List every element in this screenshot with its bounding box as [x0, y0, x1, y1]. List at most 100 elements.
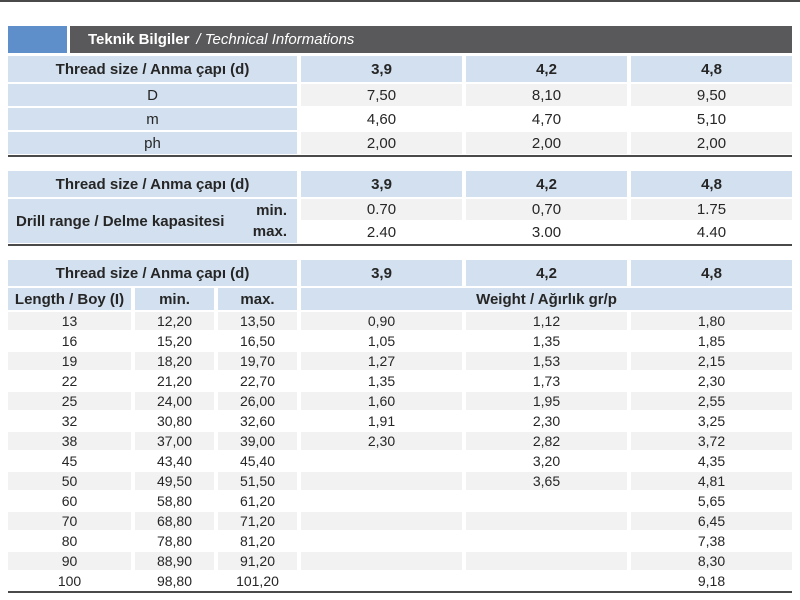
table-row: 100 98,80 101,20 9,18 [8, 572, 792, 590]
weight-4-2-cell: 2,82 [466, 432, 627, 450]
table-row: 22 21,20 22,70 1,35 1,73 2,30 [8, 372, 792, 390]
weight-4-8-cell: 9,18 [631, 572, 792, 590]
drill-range-label: Drill range / Delme kapasitesi [16, 212, 225, 230]
value-3-9-cell: 7,50 [301, 84, 462, 106]
length-cell: 90 [8, 552, 131, 570]
table-row: D 7,50 8,10 9,50 [8, 84, 792, 106]
weight-3-9-cell [301, 532, 462, 550]
dimension-label-cell: D [8, 84, 297, 106]
weight-column-header: Weight / Ağırlık gr/p [301, 288, 792, 310]
top-border-line [0, 0, 800, 2]
max-cell: 71,20 [218, 512, 297, 530]
weight-4-8-cell: 4,81 [631, 472, 792, 490]
max-cell: 61,20 [218, 492, 297, 510]
weight-4-2-cell: 3,65 [466, 472, 627, 490]
min-max-labels: min. max. [253, 200, 287, 242]
weight-4-2-cell: 1,95 [466, 392, 627, 410]
weight-4-8-cell: 4,35 [631, 452, 792, 470]
value-3-9-cell: 4,60 [301, 108, 462, 130]
weight-4-2-cell: 1,73 [466, 372, 627, 390]
min-cell: 58,80 [135, 492, 214, 510]
size-column-4-2: 4,2 [466, 171, 627, 197]
weight-4-8-cell: 2,15 [631, 352, 792, 370]
max-cell: 16,50 [218, 332, 297, 350]
dimensions-table-body: D 7,50 8,10 9,50 m 4,60 4,70 5,10 ph 2,00 2,00 2,00 [8, 84, 792, 154]
weight-3-9-cell: 1,05 [301, 332, 462, 350]
length-cell: 19 [8, 352, 131, 370]
min-label: min. [256, 202, 287, 219]
size-column-4-2: 4,2 [466, 260, 627, 286]
weight-3-9-cell: 2,30 [301, 432, 462, 450]
page-header: Teknik Bilgiler / Technical Informations [0, 26, 800, 53]
weight-3-9-cell: 0,90 [301, 312, 462, 330]
table-row: 60 58,80 61,20 5,65 [8, 492, 792, 510]
value-4-8-cell: 5,10 [631, 108, 792, 130]
max-cell: 19,70 [218, 352, 297, 370]
thread-size-header: Thread size / Anma çapı (d) [8, 260, 297, 286]
length-cell: 25 [8, 392, 131, 410]
value-4-8-cell: 9,50 [631, 84, 792, 106]
drill-min-3-9: 0.70 [301, 199, 462, 220]
value-4-2-cell: 4,70 [466, 108, 627, 130]
weight-4-2-cell: 1,35 [466, 332, 627, 350]
max-cell: 51,50 [218, 472, 297, 490]
length-cell: 16 [8, 332, 131, 350]
min-cell: 30,80 [135, 412, 214, 430]
weight-4-8-cell: 1,80 [631, 312, 792, 330]
max-column-header: max. [218, 288, 297, 310]
length-weight-header-row-1: Thread size / Anma çapı (d) 3,9 4,2 4,8 [8, 260, 792, 286]
min-cell: 21,20 [135, 372, 214, 390]
length-cell: 50 [8, 472, 131, 490]
dimension-label-cell: m [8, 108, 297, 130]
size-column-3-9: 3,9 [301, 260, 462, 286]
value-4-2-cell: 8,10 [466, 84, 627, 106]
page-subtitle: / Technical Informations [196, 31, 355, 48]
length-weight-table: Thread size / Anma çapı (d) 3,9 4,2 4,8 … [8, 260, 792, 593]
table-row: 45 43,40 45,40 3,20 4,35 [8, 452, 792, 470]
max-cell: 81,20 [218, 532, 297, 550]
dimension-label-cell: ph [8, 132, 297, 154]
min-cell: 18,20 [135, 352, 214, 370]
table-row: 70 68,80 71,20 6,45 [8, 512, 792, 530]
weight-4-8-cell: 3,72 [631, 432, 792, 450]
accent-square [8, 26, 67, 53]
drill-min-4-2: 0,70 [466, 199, 627, 220]
min-cell: 68,80 [135, 512, 214, 530]
drill-max-4-2: 3.00 [531, 224, 562, 241]
table-row: 50 49,50 51,50 3,65 4,81 [8, 472, 792, 490]
dimensions-table: Thread size / Anma çapı (d) 3,9 4,2 4,8 … [8, 56, 792, 157]
length-cell: 38 [8, 432, 131, 450]
max-cell: 101,20 [218, 572, 297, 590]
weight-4-8-cell: 2,55 [631, 392, 792, 410]
table-row: m 4,60 4,70 5,10 [8, 108, 792, 130]
title-bar: Teknik Bilgiler / Technical Informations [70, 26, 792, 53]
dimensions-header-row: Thread size / Anma çapı (d) 3,9 4,2 4,8 [8, 56, 792, 82]
length-cell: 22 [8, 372, 131, 390]
min-cell: 15,20 [135, 332, 214, 350]
weight-4-2-cell: 2,30 [466, 412, 627, 430]
weight-3-9-cell: 1,27 [301, 352, 462, 370]
size-column-3-9: 3,9 [301, 171, 462, 197]
min-cell: 98,80 [135, 572, 214, 590]
min-cell: 12,20 [135, 312, 214, 330]
weight-3-9-cell: 1,35 [301, 372, 462, 390]
weight-4-8-cell: 3,25 [631, 412, 792, 430]
size-column-4-8: 4,8 [631, 171, 792, 197]
max-cell: 13,50 [218, 312, 297, 330]
length-cell: 32 [8, 412, 131, 430]
weight-4-2-cell [466, 532, 627, 550]
length-cell: 70 [8, 512, 131, 530]
table-row: 38 37,00 39,00 2,30 2,82 3,72 [8, 432, 792, 450]
weight-4-2-cell: 3,20 [466, 452, 627, 470]
length-weight-table-body: 13 12,20 13,50 0,90 1,12 1,80 16 15,20 16,50 1,05… [8, 312, 792, 590]
min-column-header: min. [135, 288, 214, 310]
weight-4-8-cell: 6,45 [631, 512, 792, 530]
drill-range-label-cell: Drill range / Delme kapasitesi min. max. [8, 199, 297, 243]
weight-4-2-cell [466, 492, 627, 510]
max-label: max. [252, 223, 287, 240]
length-cell: 60 [8, 492, 131, 510]
weight-4-2-cell [466, 512, 627, 530]
drill-max-3-9: 2.40 [366, 224, 397, 241]
weight-3-9-cell: 1,91 [301, 412, 462, 430]
size-column-4-8: 4,8 [631, 260, 792, 286]
